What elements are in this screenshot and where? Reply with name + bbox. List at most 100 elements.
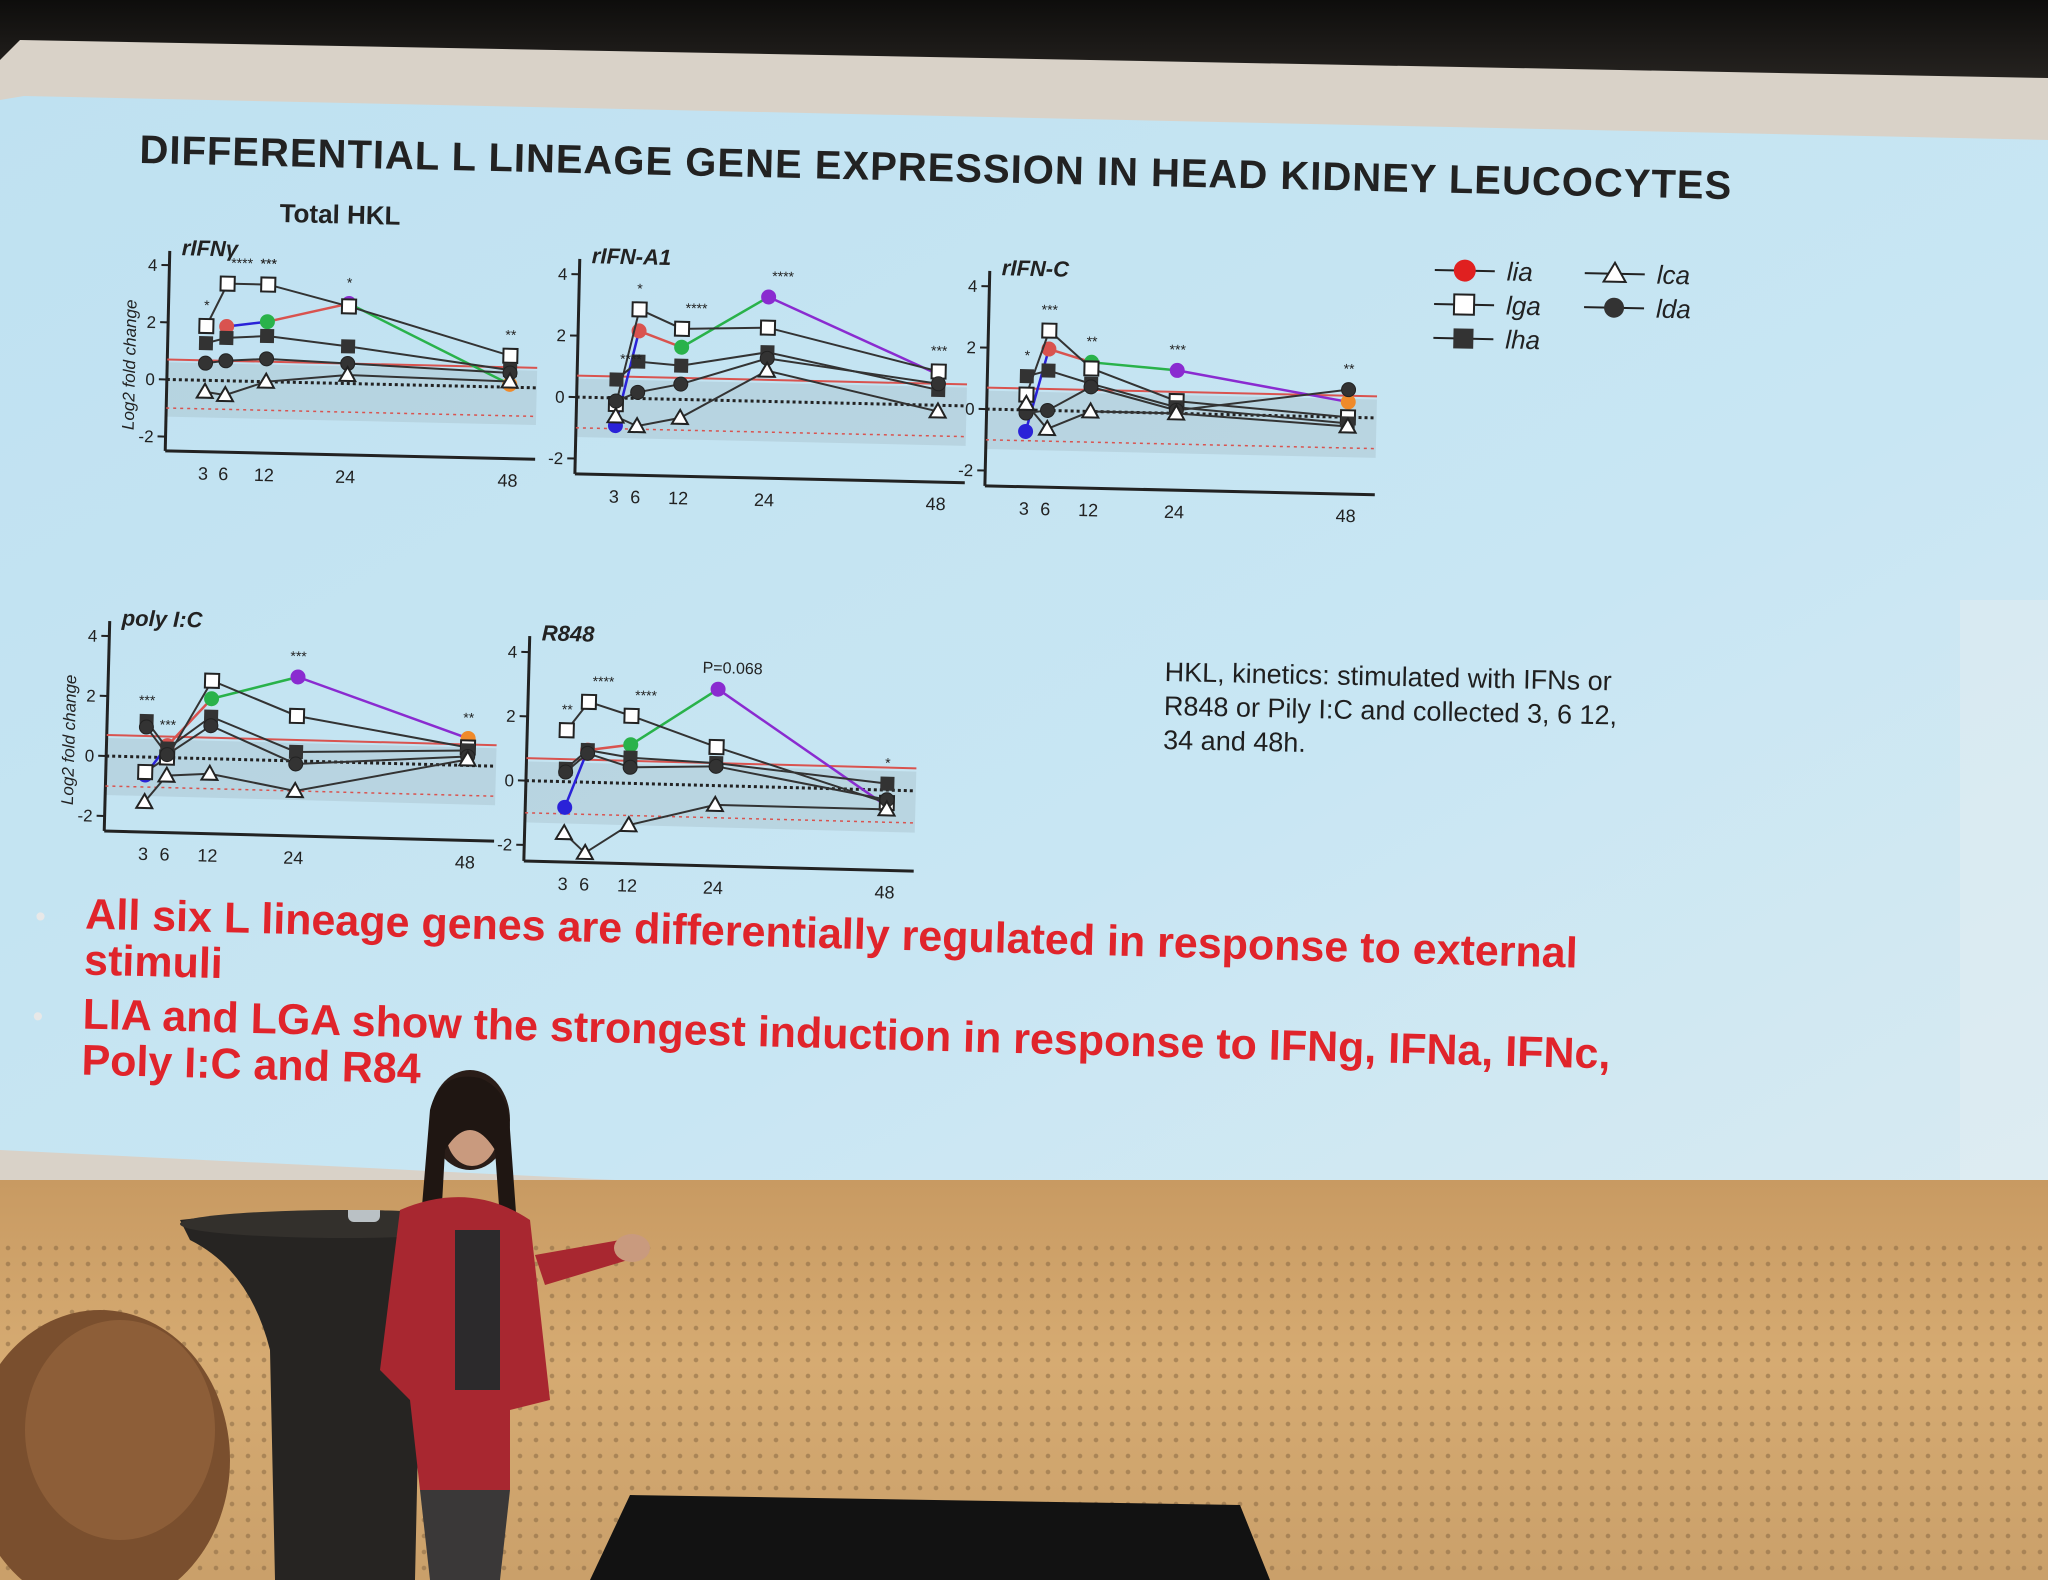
y-tick-label: 0	[965, 400, 975, 419]
data-point	[927, 401, 948, 419]
significance-label: **	[1343, 361, 1355, 377]
y-tick-label: 2	[146, 313, 156, 332]
y-axis	[573, 258, 582, 474]
y-axis	[522, 636, 532, 862]
y-axis-label: Log2 fold change	[58, 674, 80, 805]
data-point	[631, 354, 646, 369]
series-line-segment	[630, 688, 719, 746]
significance-label: ****	[635, 687, 658, 704]
legend: lia lca lga lda lha	[1433, 256, 1691, 355]
y-tick-label: 0	[555, 388, 565, 407]
data-point	[708, 758, 724, 774]
significance-label: P=0.068	[702, 660, 763, 679]
x-tick-label: 24	[283, 848, 304, 869]
bullet-dot: •	[32, 1000, 44, 1034]
x-axis	[574, 472, 965, 485]
data-point	[203, 718, 219, 734]
speaker	[380, 1070, 650, 1580]
significance-label: ***	[260, 255, 277, 271]
series-lca	[134, 749, 478, 810]
data-point	[630, 384, 646, 400]
legend-marker	[1453, 259, 1476, 282]
data-point	[605, 406, 626, 424]
significance-label: ****	[592, 673, 615, 690]
data-point	[759, 319, 777, 336]
data-point	[1041, 322, 1058, 339]
data-point	[557, 799, 573, 815]
series-line-segment	[267, 302, 350, 323]
data-point	[288, 744, 304, 760]
x-tick-label: 48	[497, 470, 517, 490]
series-line-segment	[1091, 361, 1178, 372]
x-tick-label: 3	[138, 844, 149, 864]
x-axis	[104, 829, 495, 843]
data-point	[674, 339, 690, 355]
x-tick-label: 24	[703, 878, 724, 899]
x-tick-label: 12	[197, 845, 218, 866]
data-point	[198, 336, 214, 351]
x-tick-label: 24	[1164, 502, 1184, 522]
data-point	[708, 738, 725, 756]
x-tick-label: 6	[159, 844, 170, 864]
x-tick-label: 6	[630, 487, 640, 507]
data-point	[623, 737, 639, 753]
chart-title: rIFNγ	[182, 235, 241, 261]
x-tick-label: 12	[617, 875, 638, 896]
data-point	[580, 745, 596, 761]
data-point	[627, 416, 647, 434]
data-point	[259, 314, 275, 330]
x-tick-label: 6	[218, 464, 228, 484]
y-tick-label: 2	[556, 326, 566, 345]
data-point	[134, 792, 154, 810]
y-axis	[163, 250, 172, 451]
significance-label: ***	[931, 342, 948, 358]
legend-item-lda: lda	[1584, 294, 1691, 324]
x-tick-label: 12	[254, 465, 274, 485]
data-point	[457, 749, 478, 767]
y-axis	[102, 621, 112, 832]
legend-label: lia	[1506, 256, 1533, 287]
data-point	[670, 407, 690, 426]
legend-label: lga	[1506, 290, 1541, 321]
data-point	[199, 763, 220, 781]
y-tick-label: 0	[145, 370, 155, 389]
data-point	[502, 347, 519, 364]
series-line-segment	[768, 295, 940, 376]
data-point	[930, 376, 946, 392]
data-point	[337, 364, 358, 383]
legend-item-lga: lga	[1434, 290, 1541, 321]
data-point	[575, 842, 595, 861]
data-point	[138, 719, 154, 735]
data-point	[674, 358, 689, 373]
data-point	[204, 691, 220, 707]
significance-label: *	[1024, 347, 1030, 363]
series-lga	[198, 275, 519, 364]
significance-label: ***	[139, 692, 156, 708]
chart-title: poly I:C	[120, 605, 203, 632]
data-point	[198, 355, 214, 371]
data-point	[1166, 403, 1186, 421]
data-point	[1019, 369, 1035, 384]
data-point	[218, 353, 234, 369]
legend-marker	[1604, 297, 1625, 318]
data-point	[673, 320, 691, 337]
data-point	[256, 371, 276, 389]
series-line-segment	[1177, 369, 1349, 404]
x-tick-label: 3	[557, 874, 568, 894]
data-point	[156, 765, 177, 783]
data-point	[1080, 401, 1101, 419]
legend-marker	[1453, 328, 1474, 349]
data-point	[1041, 341, 1057, 357]
data-point	[631, 301, 648, 318]
speaker-trousers	[420, 1490, 510, 1580]
y-tick-label: 4	[558, 265, 568, 284]
significance-label: **	[463, 709, 475, 725]
significance-label: ***	[1169, 341, 1186, 357]
legend-label: lca	[1656, 260, 1690, 291]
series-line	[205, 282, 511, 357]
data-point	[757, 360, 777, 378]
data-point	[260, 276, 277, 293]
x-tick-label: 12	[1078, 500, 1098, 520]
